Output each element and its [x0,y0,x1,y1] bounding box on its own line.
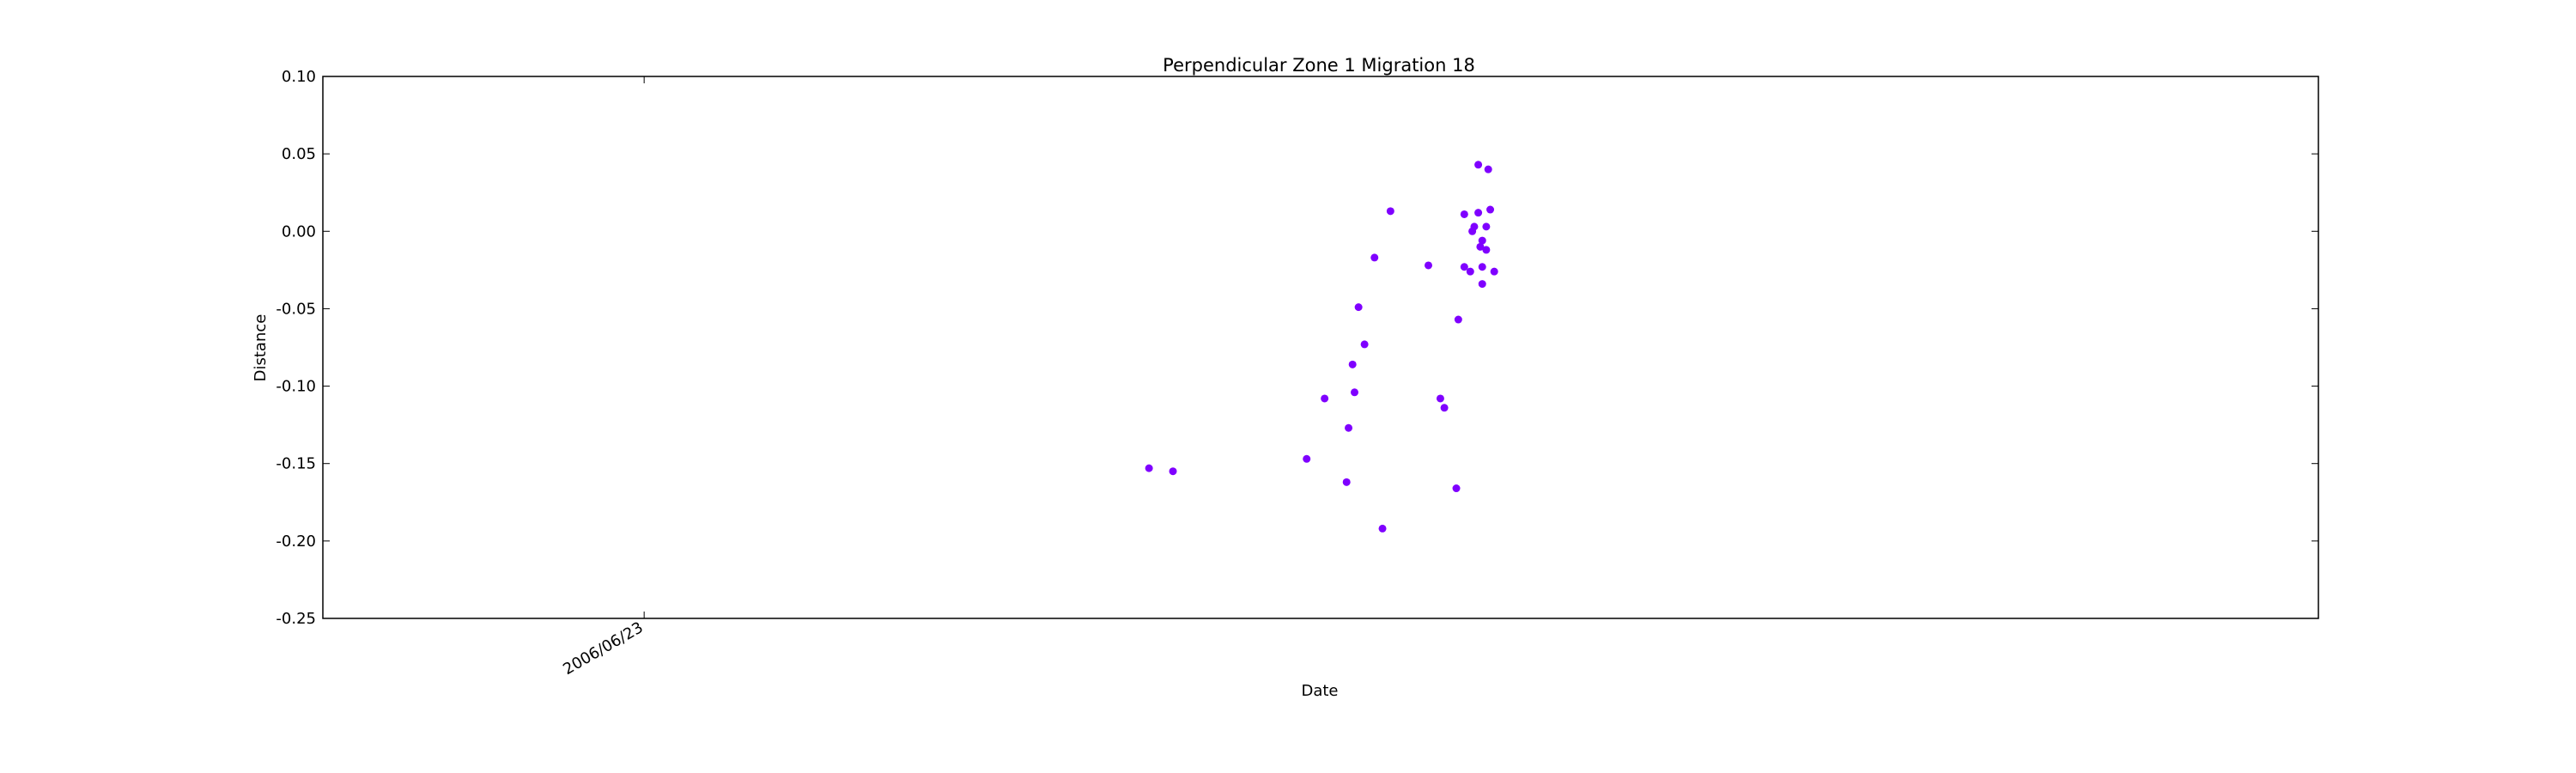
data-point [1303,454,1311,463]
data-point [1478,280,1486,289]
data-point [1348,360,1357,368]
data-point [1345,423,1353,432]
y-tick-label: 0.10 [282,68,316,86]
y-axis-label: Distance [252,314,270,382]
data-point [1169,467,1177,476]
data-point [1476,242,1485,251]
data-point [1466,267,1474,276]
data-point [1424,261,1432,270]
y-tick-label: -0.10 [276,378,316,396]
y-tick-label: 0.00 [282,222,316,240]
data-point [1354,303,1363,312]
x-axis-ticks: 2006/06/23 [560,76,647,679]
x-tick-label: 2006/06/23 [560,618,646,679]
data-point [1386,207,1394,216]
data-point [1484,165,1492,173]
data-point [1478,263,1486,271]
data-point [1436,394,1444,403]
data-point [1370,253,1379,262]
data-point [1460,263,1468,271]
y-tick-label: 0.05 [282,145,316,163]
data-point [1342,478,1351,486]
data-point [1474,209,1483,217]
data-point [1321,394,1329,403]
chart-title: Perpendicular Zone 1 Migration 18 [1163,55,1475,76]
data-point [1490,267,1498,276]
data-point [1440,404,1449,412]
data-point [1474,161,1483,169]
y-tick-label: -0.05 [276,300,316,318]
data-point [1452,484,1461,493]
data-point [1378,524,1387,533]
data-point [1145,464,1153,472]
data-point [1482,222,1491,231]
data-point [1454,315,1462,324]
data-point [1470,222,1479,231]
plot-frame [322,76,2319,619]
data-points [1145,161,1498,533]
data-point [1351,388,1359,397]
data-point [1478,236,1486,245]
y-tick-label: -0.25 [276,610,316,628]
y-tick-label: -0.20 [276,533,316,551]
y-axis-ticks: 0.10 0.05 0.00 -0.05 -0.10 -0.15 -0.20 -0.25 [276,68,2318,628]
y-tick-label: -0.15 [276,455,316,473]
data-point [1486,205,1495,214]
data-point [1360,340,1369,349]
data-point [1460,210,1468,218]
data-point [1482,246,1491,254]
x-axis-label: Date [1301,682,1338,700]
